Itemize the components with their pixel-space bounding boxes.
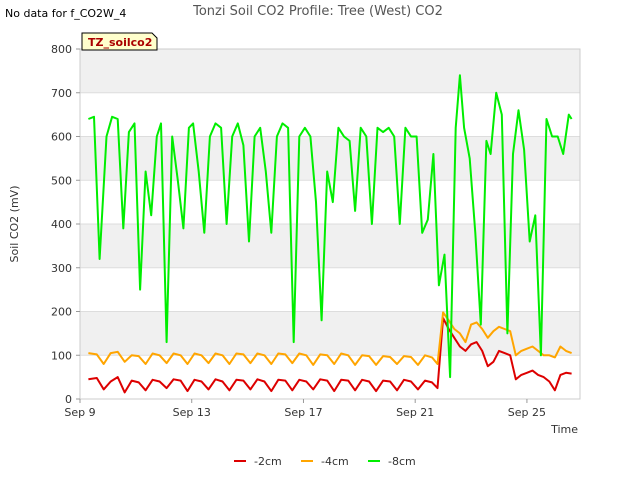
no-data-note: No data for f_CO2W_4 [5, 7, 127, 20]
legend: -2cm -4cm -8cm [234, 455, 416, 468]
background-bands [80, 49, 580, 356]
y-tick-label: 600 [51, 131, 72, 144]
y-tick-label: 500 [51, 174, 72, 187]
background-band [80, 136, 580, 181]
y-tick-label: 300 [51, 262, 72, 275]
y-tick-label: 100 [51, 349, 72, 362]
y-axis-ticks: 0 100 200 300 400 500 600 700 800 [51, 43, 80, 406]
legend-box: TZ_soilco2 [81, 32, 158, 51]
series-lines [88, 74, 573, 394]
legend-box-shape [81, 32, 158, 51]
x-tick-label: Sep 13 [173, 406, 211, 419]
legend-box-label: TZ_soilco2 [88, 36, 152, 49]
background-band [80, 311, 580, 356]
legend-label: -8cm [388, 455, 416, 468]
series-line-4cmcm [88, 311, 572, 366]
y-tick-label: 0 [65, 393, 72, 406]
chart-title: Tonzi Soil CO2 Profile: Tree (West) CO2 [192, 4, 443, 19]
x-axis-label: Time [550, 423, 578, 436]
series-line-2cmcm [88, 317, 572, 394]
x-tick-label: Sep 9 [64, 406, 95, 419]
y-tick-label: 800 [51, 43, 72, 56]
y-tick-label: 700 [51, 87, 72, 100]
y-tick-label: 200 [51, 306, 72, 319]
series-line-8cmcm [88, 74, 573, 379]
background-band [80, 49, 580, 93]
x-axis-ticks: Sep 9 Sep 13 Sep 17 Sep 21 Sep 25 [64, 399, 546, 419]
x-tick-label: Sep 25 [508, 406, 546, 419]
x-tick-label: Sep 21 [396, 406, 434, 419]
y-axis-label: Soil CO2 (mV) [8, 186, 21, 263]
legend-label: -4cm [321, 455, 349, 468]
legend-label: -2cm [254, 455, 282, 468]
y-tick-label: 400 [51, 218, 72, 231]
x-tick-label: Sep 17 [284, 406, 322, 419]
